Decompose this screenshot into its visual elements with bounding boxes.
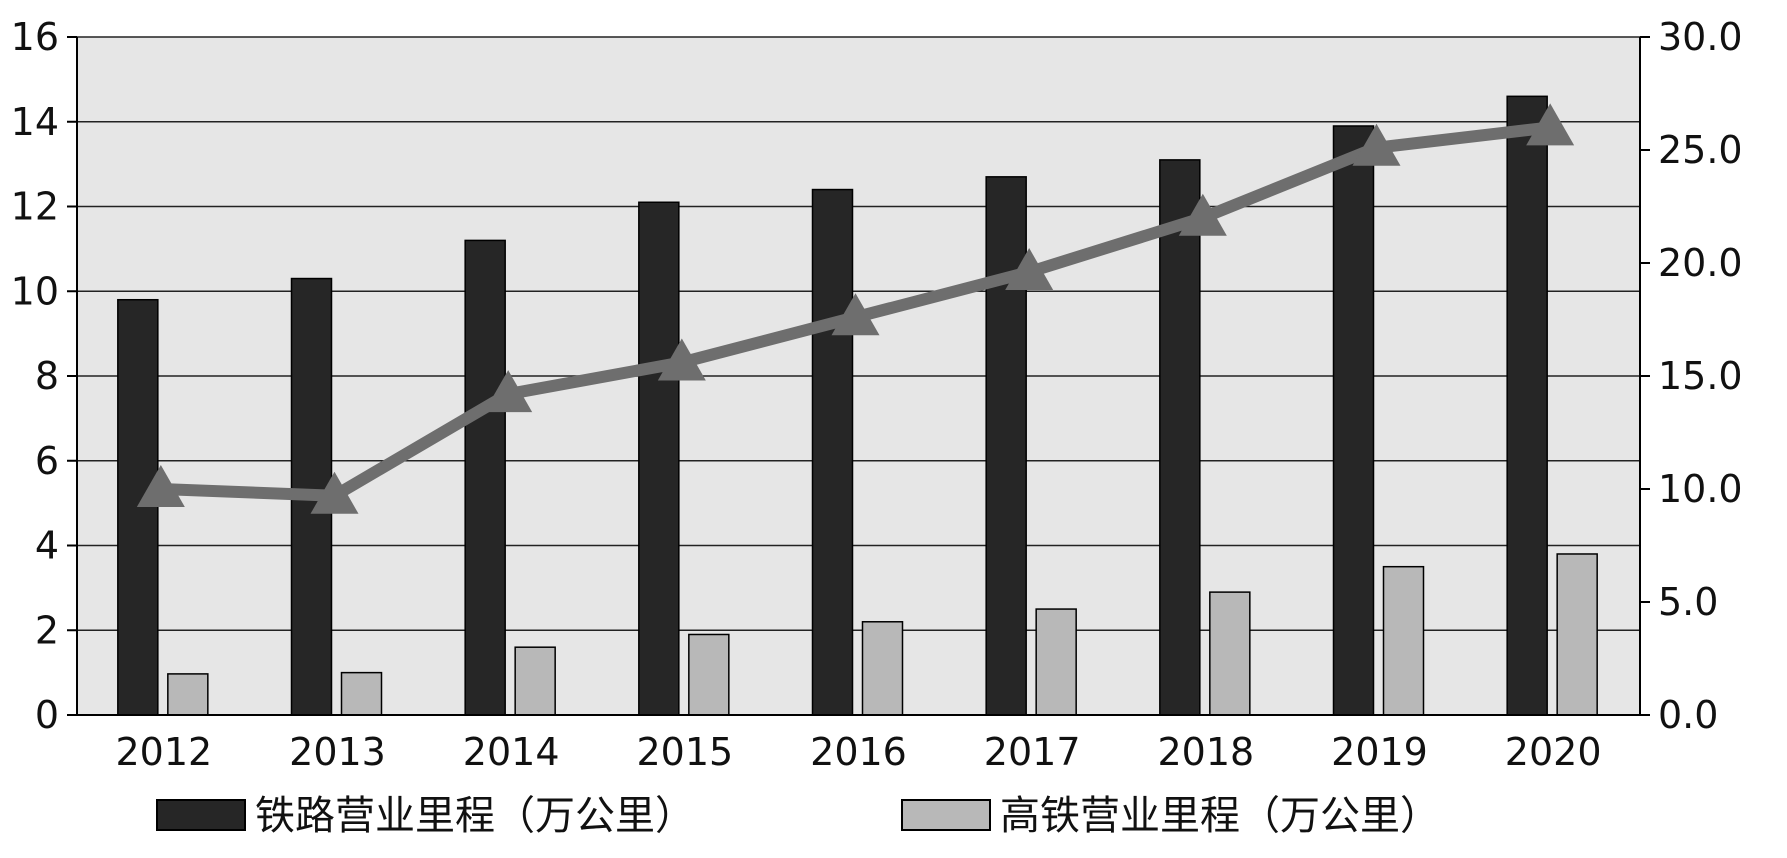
right-tick-label: 30.0	[1658, 15, 1743, 59]
x-tick-label: 2014	[463, 730, 560, 774]
bar-highspeed	[514, 646, 556, 716]
line-marker	[310, 471, 359, 514]
left-tick-label: 12	[11, 185, 59, 229]
left-tick-label: 0	[35, 693, 59, 737]
x-tick-label: 2015	[636, 730, 733, 774]
x-tick-label: 2018	[1157, 730, 1254, 774]
left-tick-label: 16	[11, 15, 59, 59]
line-marker	[1178, 193, 1227, 236]
bar-railway	[117, 298, 159, 716]
bar-highspeed	[688, 633, 730, 716]
line-marker	[1352, 123, 1401, 166]
line-marker	[484, 370, 533, 413]
left-tick-label: 14	[11, 100, 59, 144]
right-tick-label: 20.0	[1658, 241, 1743, 285]
bar-railway	[464, 239, 506, 716]
line-series	[136, 103, 1575, 514]
right-axis-ticks: 0.0 5.0 10.0 15.0 20.0 25.0 30.0	[1640, 15, 1743, 737]
right-tick-label: 0.0	[1658, 693, 1718, 737]
x-tick-label: 2013	[289, 730, 386, 774]
gridlines	[77, 36, 1640, 631]
bar-railway	[985, 176, 1027, 716]
x-tick-label: 2012	[115, 730, 212, 774]
left-tick-label: 6	[35, 439, 59, 483]
left-tick-label: 10	[11, 269, 59, 313]
bar-highspeed	[1209, 591, 1251, 716]
left-tick-label: 2	[35, 608, 59, 652]
line-marker	[1526, 103, 1575, 146]
bar-railway	[1332, 125, 1375, 716]
x-tick-label: 2019	[1331, 730, 1428, 774]
line-marker	[1005, 248, 1054, 291]
bar-series	[117, 95, 1598, 716]
bar-railway	[811, 188, 854, 716]
x-tick-label: 2020	[1505, 730, 1602, 774]
line-marker	[136, 465, 185, 507]
x-tick-label: 2016	[810, 730, 907, 774]
bar-highspeed	[340, 671, 383, 716]
legend-swatch-highspeed	[901, 799, 991, 831]
right-tick-label: 15.0	[1658, 354, 1743, 398]
legend-label-railway: 铁路营业里程（万公里）	[255, 793, 695, 839]
left-axis-ticks: 0 2 4 6 8 10 12 14 16	[11, 15, 77, 737]
legend: 铁路营业里程（万公里） 高铁营业里程（万公里）	[156, 793, 1440, 839]
right-tick-label: 25.0	[1658, 128, 1743, 172]
bar-highspeed	[1556, 553, 1598, 716]
line-marker	[657, 338, 706, 381]
right-tick-label: 5.0	[1658, 580, 1718, 624]
bar-highspeed	[1035, 608, 1077, 716]
legend-swatch-railway	[156, 799, 246, 831]
left-tick-label: 8	[35, 354, 59, 398]
bar-highspeed	[861, 621, 904, 716]
x-axis-ticks: 2012 2013 2014 2015 2016 2017 2018 2019 2020	[115, 730, 1601, 774]
bar-highspeed	[1382, 565, 1425, 716]
bar-railway	[638, 201, 680, 716]
legend-label-highspeed: 高铁营业里程（万公里）	[1000, 793, 1440, 839]
left-tick-label: 4	[35, 524, 59, 568]
x-tick-label: 2017	[984, 730, 1081, 774]
bar-railway	[1506, 95, 1548, 716]
bar-highspeed	[167, 673, 209, 716]
line-marker	[831, 293, 880, 336]
bar-railway	[1159, 159, 1201, 716]
right-tick-label: 10.0	[1658, 467, 1743, 511]
